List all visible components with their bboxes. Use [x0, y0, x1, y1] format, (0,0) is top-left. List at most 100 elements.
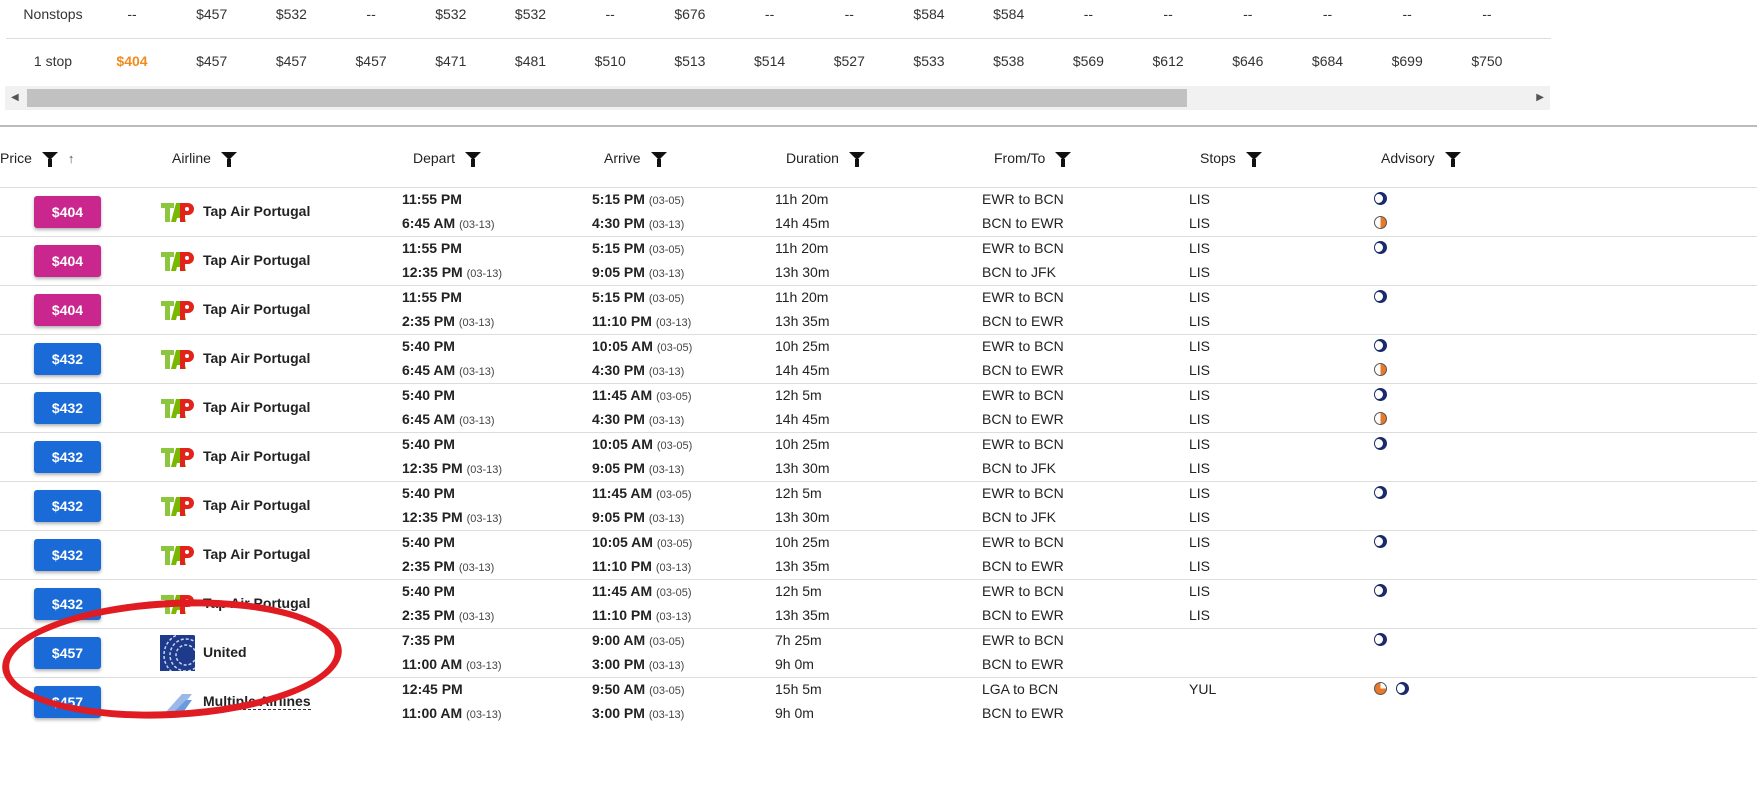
price-cell[interactable]: $527 — [833, 53, 865, 69]
price-cell[interactable]: $471 — [435, 53, 467, 69]
arrive-time: 10:05 AM (03-05) — [592, 534, 692, 550]
header-depart[interactable]: Depart — [413, 150, 482, 167]
price-button[interactable]: $432 — [34, 539, 101, 571]
depart-time: 12:35 PM (03-13) — [402, 264, 502, 280]
price-cell[interactable]: -- — [844, 6, 854, 22]
flight-row[interactable]: $432 Tap Air Portugal 5:40 PM 11:45 AM (0… — [0, 383, 1757, 432]
price-cell[interactable]: $457 — [355, 53, 387, 69]
price-cell[interactable]: -- — [605, 6, 615, 22]
header-label: Price — [0, 150, 32, 166]
price-button[interactable]: $432 — [34, 343, 101, 375]
layover-clock-icon[interactable] — [1374, 363, 1387, 376]
header-stops[interactable]: Stops — [1200, 150, 1262, 167]
stops: LIS — [1189, 191, 1211, 207]
header-arrive[interactable]: Arrive — [604, 150, 667, 167]
price-cell[interactable]: -- — [366, 6, 376, 22]
price-cell[interactable]: $513 — [674, 53, 706, 69]
scroll-right-icon[interactable]: ▶ — [1536, 92, 1544, 103]
layover-clock-icon[interactable] — [1374, 682, 1387, 695]
price-cell[interactable]: $404 — [116, 53, 148, 69]
price-cell[interactable]: -- — [764, 6, 775, 22]
price-cell[interactable]: $532 — [275, 6, 307, 22]
filter-icon[interactable] — [1444, 152, 1461, 167]
filter-icon[interactable] — [220, 152, 237, 167]
price-cell[interactable]: $538 — [993, 53, 1025, 69]
flight-row[interactable]: $404 Tap Air Portugal 11:55 PM 5:15 PM (0… — [0, 236, 1757, 285]
flight-row[interactable]: $404 Tap Air Portugal 11:55 PM 5:15 PM (0… — [0, 187, 1757, 236]
price-cell[interactable]: $612 — [1152, 53, 1184, 69]
flight-row[interactable]: $432 Tap Air Portugal 5:40 PM 10:05 AM (0… — [0, 530, 1757, 579]
price-cell[interactable]: $510 — [594, 53, 626, 69]
price-cell[interactable]: $584 — [913, 6, 945, 22]
price-cell[interactable]: $533 — [913, 53, 945, 69]
overnight-moon-icon[interactable] — [1374, 437, 1387, 450]
price-cell[interactable]: -- — [1482, 6, 1492, 22]
price-button[interactable]: $457 — [34, 637, 101, 669]
price-cell[interactable]: $684 — [1311, 53, 1344, 69]
header-duration[interactable]: Duration — [786, 150, 865, 167]
header-advisory[interactable]: Advisory — [1381, 150, 1461, 167]
price-cell[interactable]: $646 — [1232, 53, 1264, 69]
price-cell[interactable]: $584 — [993, 6, 1025, 22]
overnight-moon-icon[interactable] — [1374, 535, 1387, 548]
flight-row[interactable]: $432 Tap Air Portugal 5:40 PM 11:45 AM (0… — [0, 579, 1757, 628]
price-button[interactable]: $432 — [34, 392, 101, 424]
price-cell[interactable]: $457 — [275, 53, 307, 69]
price-button[interactable]: $432 — [34, 490, 101, 522]
price-cell[interactable]: $676 — [674, 6, 706, 22]
sort-asc-icon[interactable]: ↑ — [67, 150, 75, 166]
price-cell[interactable]: $569 — [1072, 53, 1104, 69]
filter-icon[interactable] — [41, 152, 58, 167]
scrollbar-thumb[interactable] — [27, 89, 1187, 107]
price-cell[interactable]: $532 — [514, 6, 547, 22]
overnight-moon-icon[interactable] — [1374, 388, 1387, 401]
price-button[interactable]: $457 — [34, 686, 101, 718]
header-price[interactable]: Price ↑ — [0, 150, 75, 167]
price-button[interactable]: $432 — [34, 441, 101, 473]
flight-row[interactable]: $432 Tap Air Portugal 5:40 PM 11:45 AM (0… — [0, 481, 1757, 530]
price-button[interactable]: $404 — [34, 245, 101, 277]
flight-row[interactable]: $457 Multiple Airlines 12:45 PM 9:50 AM (… — [0, 677, 1757, 726]
overnight-moon-icon[interactable] — [1374, 290, 1387, 303]
filter-icon[interactable] — [1055, 152, 1072, 167]
layover-clock-icon[interactable] — [1374, 412, 1387, 425]
overnight-moon-icon[interactable] — [1374, 241, 1387, 254]
flight-row[interactable]: $432 Tap Air Portugal 5:40 PM 10:05 AM (0… — [0, 334, 1757, 383]
stops: LIS — [1189, 215, 1211, 231]
filter-icon[interactable] — [465, 152, 482, 167]
price-cell[interactable]: $457 — [196, 6, 228, 22]
price-cell[interactable]: -- — [127, 6, 137, 22]
flight-row[interactable]: $404 Tap Air Portugal 11:55 PM 5:15 PM (0… — [0, 285, 1757, 334]
overnight-moon-icon[interactable] — [1374, 633, 1387, 646]
price-cell[interactable]: -- — [1163, 6, 1173, 22]
header-fromto[interactable]: From/To — [994, 150, 1072, 167]
filter-icon[interactable] — [848, 152, 865, 167]
header-airline[interactable]: Airline — [172, 150, 237, 167]
flight-row[interactable]: $432 Tap Air Portugal 5:40 PM 10:05 AM (0… — [0, 432, 1757, 481]
filter-icon[interactable] — [650, 152, 667, 167]
price-button[interactable]: $432 — [34, 588, 101, 620]
overnight-moon-icon[interactable] — [1374, 584, 1387, 597]
price-cell[interactable]: $514 — [754, 53, 786, 69]
price-cell[interactable]: $699 — [1391, 53, 1423, 69]
layover-clock-icon[interactable] — [1374, 216, 1387, 229]
overnight-moon-icon[interactable] — [1374, 192, 1387, 205]
overnight-moon-icon[interactable] — [1374, 339, 1387, 352]
price-cell[interactable]: $750 — [1471, 53, 1503, 69]
filter-icon[interactable] — [1245, 152, 1262, 167]
price-cell[interactable]: -- — [1402, 6, 1412, 22]
scroll-left-icon[interactable]: ◀ — [11, 92, 19, 103]
price-button[interactable]: $404 — [34, 294, 101, 326]
price-cell[interactable]: $481 — [514, 53, 547, 69]
price-button[interactable]: $404 — [34, 196, 101, 228]
flight-row[interactable]: $457 United 7:35 PM 9:00 AM (03-05) 7h 25… — [0, 628, 1757, 678]
price-cell[interactable]: -- — [1322, 6, 1333, 22]
horizontal-scrollbar[interactable]: ◀ ▶ — [5, 86, 1550, 110]
price-cell[interactable]: -- — [1243, 6, 1253, 22]
price-cell[interactable]: $457 — [196, 53, 228, 69]
airline-name[interactable]: Multiple Airlines — [203, 693, 311, 710]
price-cell[interactable]: -- — [1083, 6, 1094, 22]
overnight-moon-icon[interactable] — [1396, 682, 1409, 695]
overnight-moon-icon[interactable] — [1374, 486, 1387, 499]
price-cell[interactable]: $532 — [435, 6, 467, 22]
